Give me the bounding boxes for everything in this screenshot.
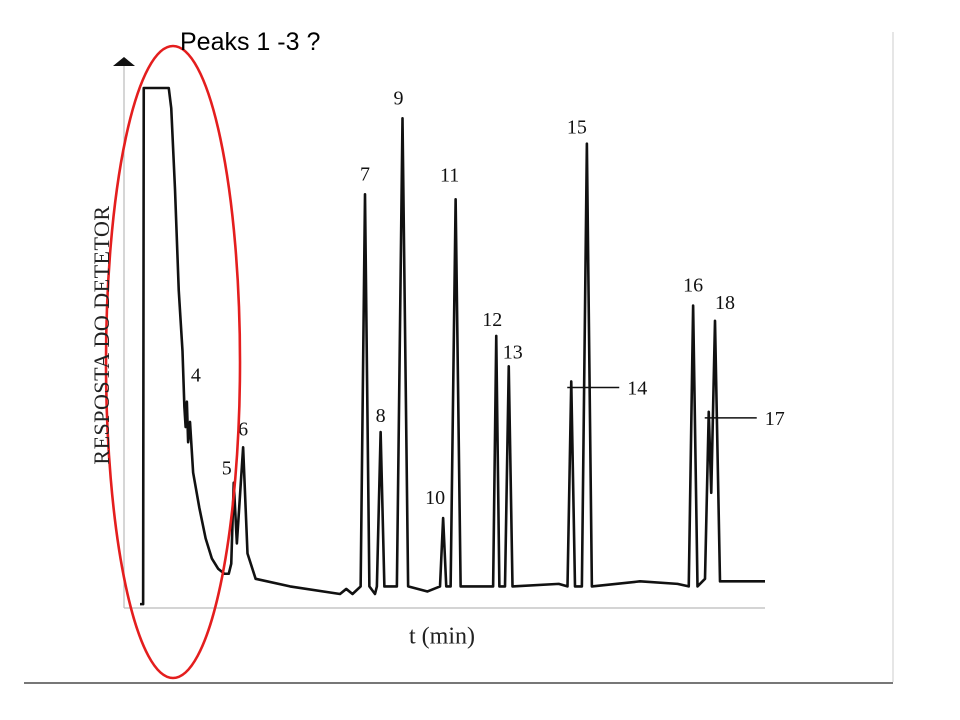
chromatogram-trace: [140, 86, 765, 606]
annotation-ellipse: [104, 44, 242, 680]
peak-label-5: 5: [222, 458, 232, 480]
peak-label-14: 14: [627, 377, 647, 399]
peak-label-18: 18: [715, 292, 735, 314]
peak-label-9: 9: [394, 87, 404, 109]
peak-label-7: 7: [360, 163, 370, 185]
peak-label-13: 13: [503, 341, 523, 363]
peak-label-17: 17: [765, 408, 785, 430]
peak-label-4: 4: [191, 365, 201, 387]
annotation-text: Peaks 1 -3 ?: [180, 28, 321, 56]
x-axis-label: t (min): [409, 623, 475, 650]
peak-label-8: 8: [376, 405, 386, 427]
peak-label-15: 15: [567, 117, 587, 139]
peak-label-10: 10: [425, 487, 445, 509]
peak-label-6: 6: [238, 418, 248, 440]
peak-label-12: 12: [482, 309, 502, 331]
peak-label-11: 11: [440, 164, 459, 186]
y-axis-arrowhead: [113, 57, 135, 66]
peak-label-16: 16: [683, 275, 703, 297]
y-axis-label: RESPOSTA DO DETETOR: [89, 205, 114, 465]
